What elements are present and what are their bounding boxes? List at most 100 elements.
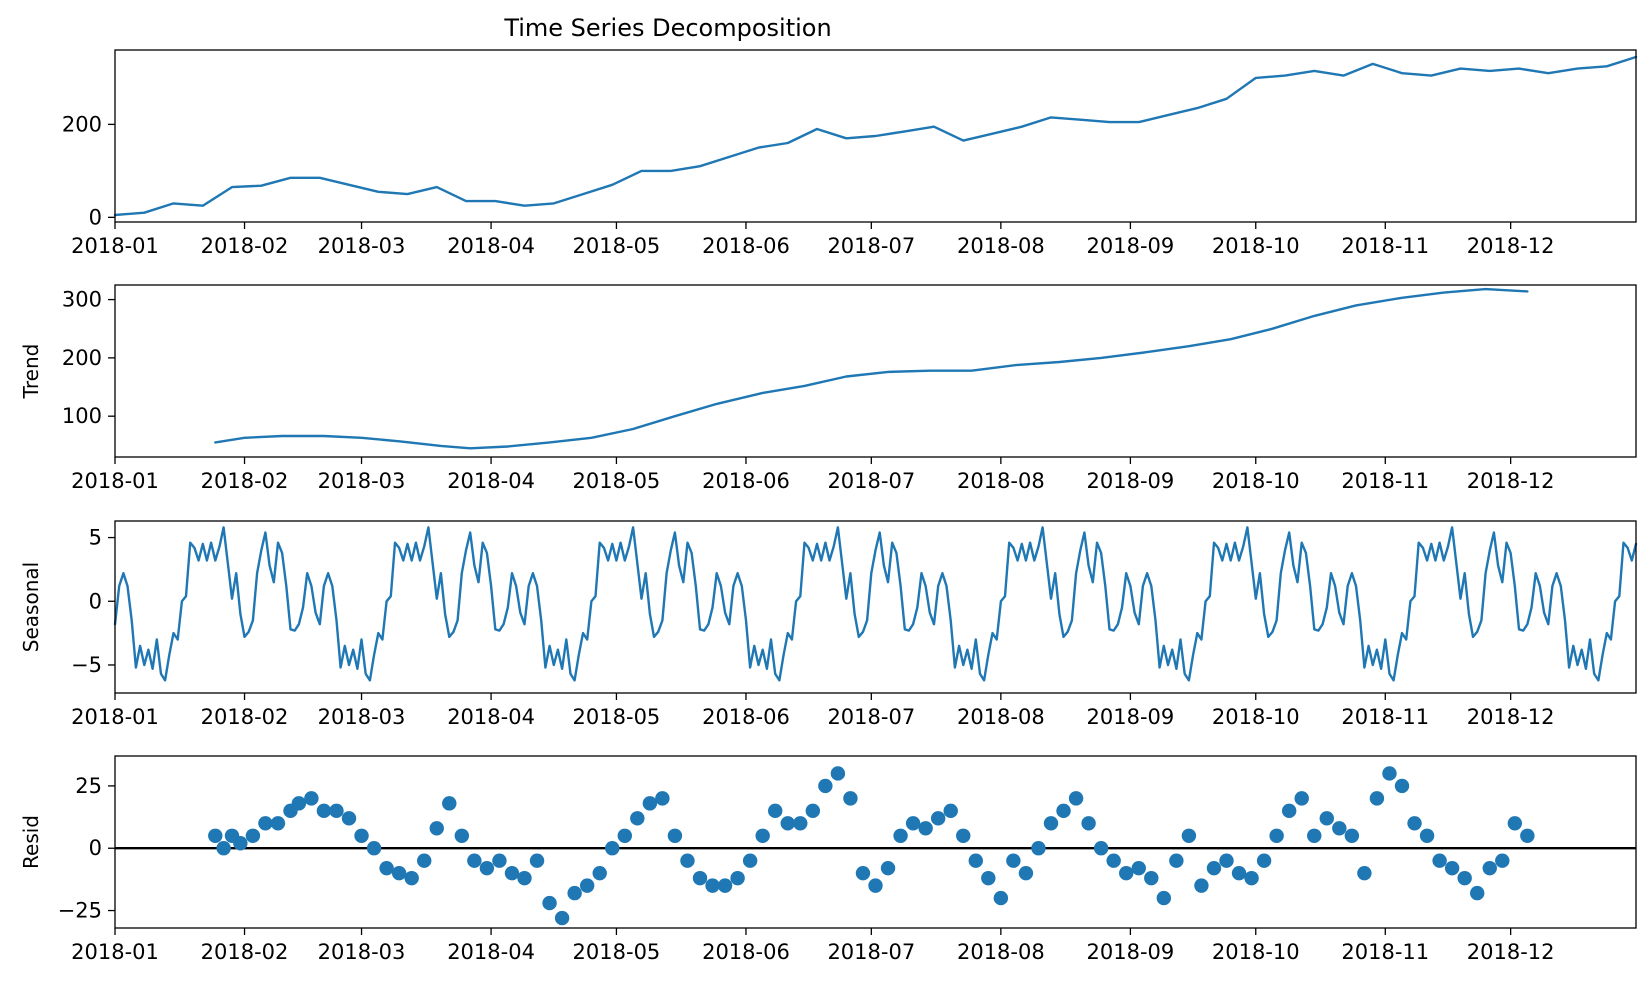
resid-point bbox=[1495, 853, 1510, 868]
resid-point bbox=[291, 796, 307, 811]
resid-point bbox=[1031, 841, 1046, 856]
resid-ytick-label: 25 bbox=[75, 774, 102, 798]
observed-xtick-label: 2018-07 bbox=[827, 234, 915, 258]
resid-point bbox=[404, 870, 419, 886]
resid-point bbox=[1056, 803, 1071, 819]
resid-point bbox=[1068, 791, 1084, 806]
resid-point bbox=[893, 828, 908, 843]
seasonal-line bbox=[113, 526, 1638, 682]
resid-xtick-label: 2018-06 bbox=[702, 940, 790, 964]
resid-point bbox=[780, 816, 795, 831]
resid-ylabel: Resid bbox=[19, 815, 43, 869]
resid-point bbox=[391, 865, 407, 881]
resid-xtick-label: 2018-12 bbox=[1467, 940, 1555, 964]
resid-point bbox=[818, 778, 833, 794]
panel-resid: 2018-01 2018-02 2018-03 2018-04 2018-05 2018-… bbox=[19, 755, 1637, 964]
resid-point bbox=[479, 860, 495, 876]
resid-point bbox=[642, 796, 658, 811]
resid-point bbox=[1006, 853, 1021, 868]
resid-point bbox=[868, 878, 883, 893]
resid-point bbox=[1106, 853, 1121, 868]
resid-point bbox=[1131, 860, 1146, 876]
observed-xtick-label: 2018-12 bbox=[1467, 234, 1555, 258]
resid-point bbox=[918, 821, 933, 836]
resid-point bbox=[592, 865, 607, 881]
resid-point bbox=[1332, 821, 1347, 836]
resid-point bbox=[1432, 853, 1447, 868]
resid-point bbox=[1169, 853, 1184, 868]
resid-point bbox=[1144, 870, 1159, 886]
resid-point bbox=[492, 853, 507, 868]
resid-point bbox=[843, 791, 858, 806]
resid-point bbox=[1294, 791, 1309, 806]
resid-point bbox=[1419, 828, 1435, 843]
resid-point bbox=[930, 811, 946, 826]
resid-point bbox=[730, 870, 745, 886]
panel-trend: 2018-01 2018-02 2018-03 2018-04 2018-05 2018-… bbox=[19, 284, 1637, 493]
resid-point bbox=[1081, 816, 1096, 831]
panels: 2018-01 2018-02 2018-03 2018-04 2018-05 2018-… bbox=[19, 49, 1638, 964]
trend-xtick-label: 2018-01 bbox=[71, 469, 159, 493]
resid-point bbox=[467, 853, 482, 868]
figure-title: Time Series Decomposition bbox=[503, 14, 831, 42]
resid-point bbox=[1319, 811, 1334, 826]
resid-point bbox=[245, 828, 261, 843]
observed-frame bbox=[114, 49, 1637, 223]
resid-point bbox=[1470, 885, 1485, 901]
resid-point bbox=[742, 853, 758, 868]
resid-point bbox=[1093, 841, 1109, 856]
seasonal-ytick-label: 5 bbox=[89, 526, 102, 550]
trend-xtick-label: 2018-10 bbox=[1212, 469, 1300, 493]
resid-point bbox=[208, 828, 223, 843]
observed-xtick-label: 2018-04 bbox=[447, 234, 535, 258]
resid-xtick-label: 2018-08 bbox=[957, 940, 1045, 964]
observed-xtick-label: 2018-08 bbox=[957, 234, 1045, 258]
resid-point bbox=[304, 791, 319, 806]
resid-point bbox=[993, 890, 1009, 906]
resid-point bbox=[1256, 853, 1272, 868]
panel-observed: 2018-01 2018-02 2018-03 2018-04 2018-05 2018-… bbox=[62, 49, 1638, 258]
resid-point bbox=[630, 811, 645, 826]
trend-xtick-label: 2018-09 bbox=[1087, 469, 1175, 493]
resid-point bbox=[1382, 766, 1397, 781]
resid-point bbox=[705, 878, 720, 893]
resid-point bbox=[793, 816, 808, 831]
resid-xtick-label: 2018-02 bbox=[201, 940, 289, 964]
resid-point bbox=[1231, 865, 1247, 881]
resid-point bbox=[379, 860, 394, 876]
resid-point bbox=[981, 870, 996, 886]
resid-xtick-label: 2018-07 bbox=[827, 940, 915, 964]
seasonal-xtick-label: 2018-02 bbox=[201, 705, 289, 729]
observed-xtick-label: 2018-05 bbox=[573, 234, 661, 258]
trend-ylabel: Trend bbox=[19, 344, 43, 400]
resid-point bbox=[366, 841, 382, 856]
resid-point bbox=[880, 860, 896, 876]
resid-point bbox=[1482, 860, 1497, 876]
resid-point bbox=[258, 816, 273, 831]
resid-point bbox=[354, 828, 369, 843]
resid-point bbox=[1269, 828, 1284, 843]
trend-xtick-label: 2018-05 bbox=[573, 469, 661, 493]
resid-point bbox=[579, 878, 595, 893]
resid-point bbox=[1043, 816, 1059, 831]
resid-point bbox=[830, 766, 846, 781]
trend-xtick-label: 2018-11 bbox=[1341, 469, 1429, 493]
resid-frame bbox=[114, 755, 1637, 929]
resid-point bbox=[667, 828, 683, 843]
trend-line bbox=[214, 287, 1529, 450]
seasonal-xtick-label: 2018-08 bbox=[957, 705, 1045, 729]
resid-point bbox=[417, 853, 432, 868]
resid-point bbox=[454, 828, 470, 843]
resid-point bbox=[1194, 878, 1209, 893]
trend-xtick-label: 2018-12 bbox=[1467, 469, 1555, 493]
resid-point bbox=[529, 853, 545, 868]
seasonal-xtick-label: 2018-11 bbox=[1341, 705, 1429, 729]
resid-point bbox=[1407, 816, 1422, 831]
resid-point bbox=[554, 910, 570, 926]
seasonal-xtick-label: 2018-12 bbox=[1467, 705, 1555, 729]
resid-point bbox=[692, 870, 708, 886]
resid-point bbox=[270, 816, 286, 831]
resid-point bbox=[1520, 828, 1535, 843]
resid-point bbox=[1244, 870, 1259, 886]
resid-xtick-label: 2018-11 bbox=[1341, 940, 1429, 964]
